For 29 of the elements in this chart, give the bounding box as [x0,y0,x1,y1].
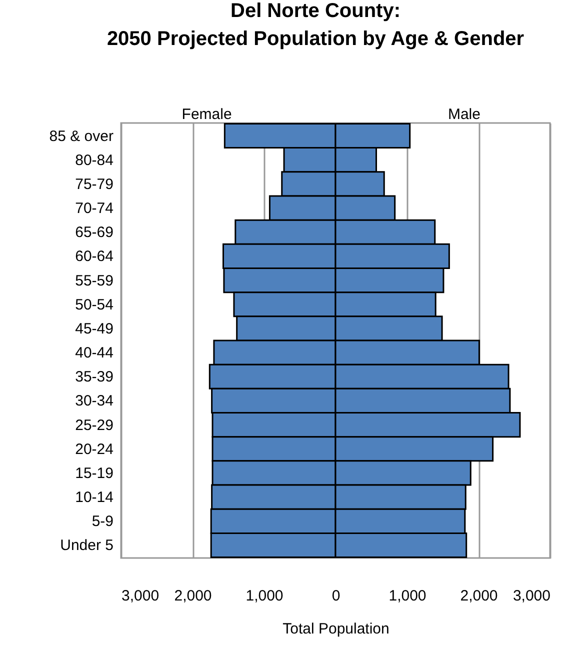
x-tick-label: 3,000 [512,588,550,604]
y-tick-label: 35-39 [75,368,114,386]
x-axis-title: Total Population [282,620,390,638]
y-tick-label: 20-24 [75,440,114,458]
y-tick-label: 50-54 [75,296,114,314]
y-tick-label: Under 5 [60,537,114,554]
y-tick-label: 40-44 [75,344,114,362]
series-label: Female [182,106,232,123]
y-tick-label: 5-9 [92,513,114,530]
y-tick-label: 75-79 [75,176,114,193]
y-tick-label: 10-14 [75,489,114,506]
text: Male [448,106,480,123]
y-tick-label: 55-59 [75,272,114,290]
x-tick-label: 0 [332,588,340,604]
y-tick-label: 70-74 [75,200,114,218]
y-tick-label: 25-29 [75,416,114,434]
x-tick-label: 1,000 [246,588,284,604]
y-tick-label: 15-19 [75,464,114,482]
x-tick-label: 2,000 [460,588,498,604]
y-tick-label: 80-84 [75,152,114,169]
x-tick-label: 2,000 [174,588,212,604]
y-tick-label: 30-34 [75,392,114,410]
y-tick-label: 60-64 [75,248,114,266]
y-tick-label: 45-49 [75,320,114,338]
y-tick-label: 65-69 [75,224,114,242]
chart-title: Del Norte County: 2050 Projected Population by Age & Gender [106,0,524,50]
x-tick-label: 3,000 [122,588,160,604]
y-tick-label: 85 & over [49,128,114,145]
x-tick-label: 1,000 [388,588,426,604]
